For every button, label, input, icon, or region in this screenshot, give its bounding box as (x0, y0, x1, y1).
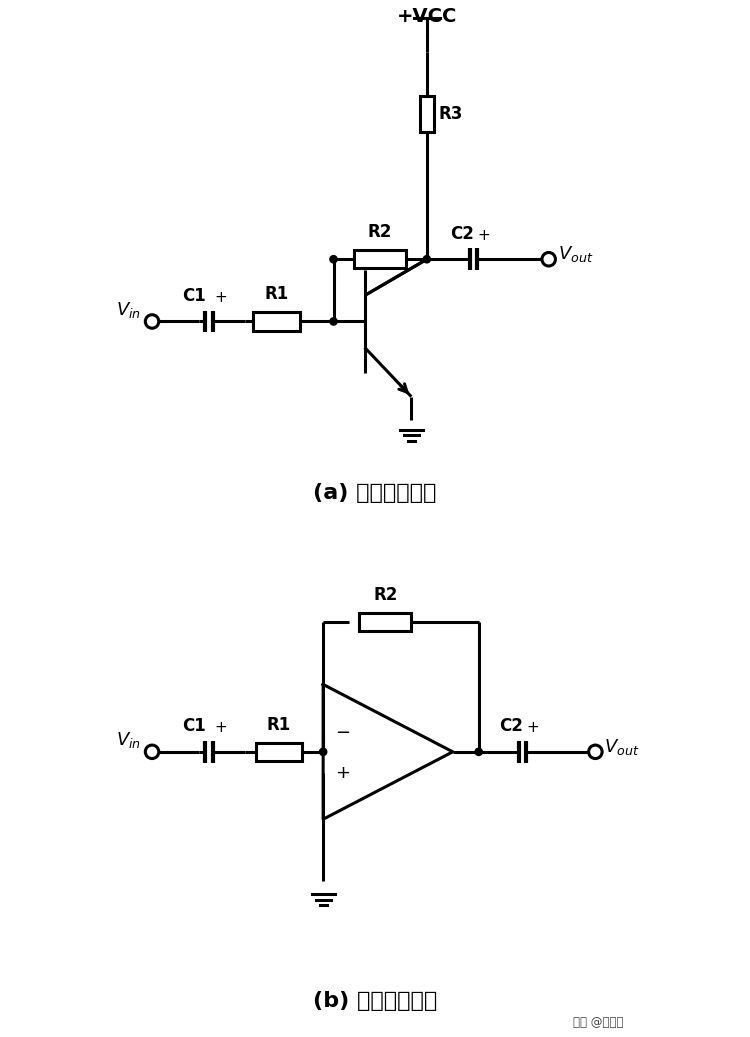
Circle shape (542, 252, 556, 265)
Circle shape (146, 315, 159, 328)
Bar (419, 96, 434, 132)
Circle shape (320, 749, 327, 755)
Text: +: + (214, 290, 227, 305)
Text: R1: R1 (264, 285, 289, 303)
Bar (359, 613, 411, 632)
Text: $V_{out}$: $V_{out}$ (557, 244, 592, 264)
Text: +: + (214, 721, 227, 735)
Bar (256, 742, 302, 761)
Text: (a) 单管放大电路: (a) 单管放大电路 (314, 482, 436, 503)
Text: +: + (477, 228, 490, 243)
Text: R2: R2 (368, 223, 392, 241)
Circle shape (475, 749, 482, 755)
Text: (b) 视作运放之后: (b) 视作运放之后 (313, 990, 437, 1011)
Text: $V_{in}$: $V_{in}$ (116, 730, 141, 751)
Text: +: + (526, 721, 539, 735)
Text: $+$: $+$ (334, 763, 350, 782)
Circle shape (330, 317, 338, 326)
Bar (354, 250, 406, 269)
Text: $V_{out}$: $V_{out}$ (604, 736, 640, 757)
Text: C2: C2 (500, 718, 523, 735)
Bar (254, 312, 300, 331)
Text: $-$: $-$ (334, 722, 350, 740)
Circle shape (330, 255, 338, 262)
Text: R1: R1 (267, 716, 291, 734)
Circle shape (146, 745, 159, 759)
Text: C1: C1 (182, 718, 206, 735)
Text: R2: R2 (374, 586, 398, 604)
Text: +VCC: +VCC (397, 7, 457, 26)
Text: $V_{in}$: $V_{in}$ (116, 300, 141, 320)
Circle shape (423, 255, 430, 262)
Text: C2: C2 (450, 225, 474, 243)
Text: 头条 @机电匠: 头条 @机电匠 (574, 1016, 624, 1029)
Text: R3: R3 (438, 105, 463, 123)
Text: C1: C1 (182, 287, 206, 305)
Circle shape (589, 745, 602, 759)
